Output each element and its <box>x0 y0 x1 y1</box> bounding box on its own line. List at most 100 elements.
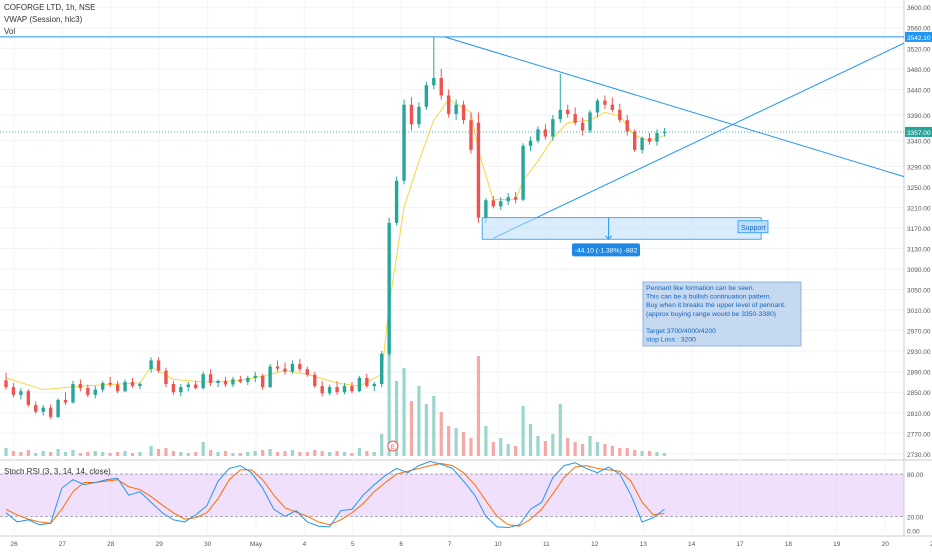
volume-bar <box>625 448 629 456</box>
candle-body <box>409 104 414 125</box>
candle-body <box>208 374 213 383</box>
time-tick-label: 27 <box>59 541 67 548</box>
volume-bar <box>335 451 339 456</box>
volume-bar <box>499 438 503 456</box>
volume-bar <box>640 451 644 456</box>
price-tick-label: 3290.00 <box>907 164 931 171</box>
measure-arrowhead <box>605 235 613 241</box>
volume-bar <box>149 446 153 456</box>
candle-body <box>246 377 250 382</box>
volume-bar <box>209 450 213 456</box>
candle-body <box>260 375 265 388</box>
candle-body <box>275 366 280 369</box>
volume-bar <box>49 452 53 456</box>
volume-bar <box>491 442 495 456</box>
candle-body <box>11 387 16 395</box>
volume-bar <box>290 450 295 456</box>
stoch-tick-label: 0.00 <box>907 528 920 535</box>
earnings-label: E <box>391 445 395 451</box>
price-tick-label: 3560.00 <box>907 26 931 33</box>
candle-body <box>138 384 142 387</box>
volume-bar <box>194 452 198 456</box>
note-line: Pennant like formation can be seen. <box>646 285 755 292</box>
time-tick-label: 13 <box>640 541 648 548</box>
price-tick-label: 2770.00 <box>907 431 931 438</box>
volume-bar <box>19 452 23 456</box>
time-tick-label: 11 <box>543 541 550 548</box>
candle-body <box>56 399 60 417</box>
volume-bar <box>402 368 406 456</box>
candle-body <box>86 388 90 395</box>
price-tick-label: 3480.00 <box>907 67 931 74</box>
candle-body <box>108 382 112 385</box>
volume-bar <box>186 453 190 456</box>
volume-bar <box>328 452 332 456</box>
candle-body <box>171 384 176 393</box>
price-tick-label: 3010.00 <box>907 308 931 315</box>
volume-bar <box>56 449 60 456</box>
volume-bar <box>469 438 473 456</box>
time-tick-label: 5 <box>351 541 355 548</box>
candle-body <box>380 353 384 385</box>
candle-body <box>625 120 629 132</box>
volume-bar <box>275 452 280 456</box>
volume-bar <box>283 451 287 456</box>
candle-body <box>588 112 592 131</box>
price-tick-label: 3210.00 <box>907 205 931 212</box>
volume-bar <box>357 448 361 456</box>
candle-body <box>41 407 45 412</box>
candle-body <box>506 197 510 202</box>
candle-body <box>156 360 161 371</box>
lower-trendline <box>493 42 905 239</box>
volume-bar <box>662 453 667 456</box>
time-tick-label: 17 <box>736 541 744 548</box>
volume-bar <box>551 434 555 456</box>
candle-body <box>573 113 577 123</box>
volume-bar <box>395 381 399 456</box>
stoch-rsi-legend[interactable]: Stoch RSI (3, 3, 14, 14, close) <box>4 467 111 476</box>
candle-body <box>469 120 473 150</box>
candle-body <box>394 180 399 223</box>
volume-bar <box>581 444 585 456</box>
price-tick-label: 2930.00 <box>907 349 931 356</box>
candle-body <box>558 109 562 120</box>
time-tick-label: 28 <box>107 541 115 548</box>
last-price-badge <box>905 126 932 137</box>
volume-bar <box>595 442 600 456</box>
volume-bar <box>380 434 384 456</box>
support-label-box <box>737 220 769 234</box>
stoch-d-line <box>5 463 665 527</box>
candle-body <box>335 387 339 393</box>
candle-body <box>4 380 8 388</box>
volume-bar <box>223 451 228 456</box>
volume-bar <box>201 442 205 456</box>
candle-body <box>223 380 228 385</box>
volume-bar <box>432 396 436 456</box>
volume-bar <box>116 452 120 456</box>
candle-body <box>63 399 68 403</box>
volume-bar <box>305 452 309 456</box>
candle-body <box>640 138 644 150</box>
candle-body <box>26 391 31 406</box>
volume-legend[interactable]: Vol <box>4 27 16 36</box>
time-tick-label: 26 <box>10 541 18 548</box>
candle-body <box>476 122 481 218</box>
volume-bar <box>179 452 183 456</box>
support-label: Support <box>741 225 766 232</box>
volume-bar <box>156 449 161 456</box>
volume-bar <box>313 450 317 456</box>
time-tick-label: 6 <box>399 541 403 548</box>
candle-body <box>305 369 310 375</box>
volume-bar <box>350 453 354 456</box>
candle-body <box>149 360 153 370</box>
price-tick-label: 3340.00 <box>907 139 931 146</box>
vwap-legend[interactable]: VWAP (Session, hlc3) <box>4 15 83 24</box>
candle-body <box>491 200 496 207</box>
time-tick-label: 21 <box>930 541 932 548</box>
volume-bar <box>603 444 607 456</box>
volume-bar <box>101 452 105 456</box>
volume-bar <box>123 451 127 456</box>
volume-bar <box>253 451 257 456</box>
